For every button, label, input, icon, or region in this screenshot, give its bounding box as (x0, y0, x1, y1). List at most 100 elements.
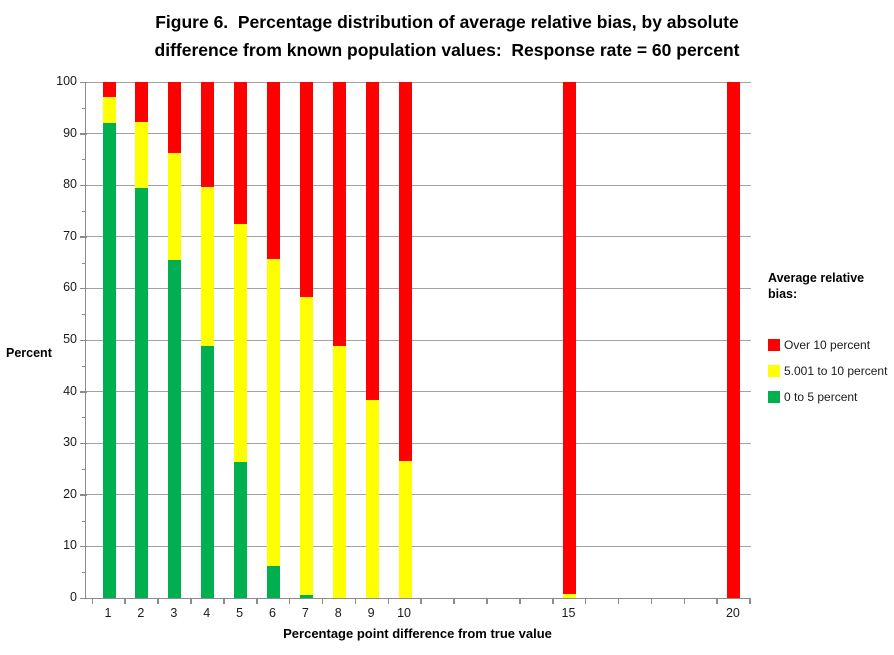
x-tick-label-3: 3 (170, 606, 178, 620)
x-tick (683, 599, 686, 604)
bar-4-segment (201, 82, 215, 188)
x-tick (223, 599, 225, 604)
bar-5-segment (234, 461, 248, 598)
x-tick (190, 599, 192, 604)
bar-1-segment (102, 96, 116, 124)
bar-6-segment (266, 259, 280, 566)
gridline-y-50 (86, 339, 751, 341)
legend-item-label: 0 to 5 percent (784, 390, 858, 404)
x-tick-label-7: 7 (301, 606, 309, 620)
y-tick-minor (82, 520, 86, 522)
y-tick-major (80, 81, 87, 83)
bar-20-segment (727, 82, 741, 598)
gridline-y-20 (86, 494, 751, 496)
x-tick (354, 599, 357, 604)
gridline-y-40 (86, 391, 751, 393)
gridline-y-100 (86, 81, 751, 83)
bar-5-segment (234, 82, 248, 224)
bar-7-segment (299, 594, 313, 598)
y-tick-minor (82, 107, 86, 109)
x-tick-label-6: 6 (268, 606, 276, 620)
plot-area (85, 81, 751, 599)
bar-4-segment (201, 187, 215, 347)
y-tick-major (80, 545, 87, 548)
y-tick-major (80, 184, 87, 187)
x-tick (617, 599, 620, 604)
legend-swatch-icon (768, 365, 780, 377)
y-tick-minor (82, 211, 86, 212)
y-tick-label-90: 90 (63, 125, 77, 140)
bar-6-segment (266, 82, 280, 259)
x-tick (650, 599, 653, 604)
y-tick-label-30: 30 (63, 435, 77, 450)
legend-item: 0 to 5 percent (768, 390, 894, 404)
y-tick-label-20: 20 (63, 486, 77, 501)
y-tick-minor (82, 417, 86, 419)
bar-3-segment (168, 152, 182, 261)
x-tick (749, 599, 751, 604)
y-tick-major (80, 339, 87, 341)
legend-item-label: Over 10 percent (784, 338, 871, 352)
x-tick (420, 599, 422, 604)
y-tick-label-10: 10 (63, 538, 77, 553)
y-tick-label-40: 40 (63, 383, 77, 398)
x-tick (256, 599, 258, 604)
y-tick-label-0: 0 (70, 590, 77, 604)
legend-swatch-icon (768, 339, 780, 351)
y-tick-major (80, 391, 87, 393)
gridline-y-90 (86, 133, 751, 135)
y-tick-minor (82, 365, 86, 367)
x-tick (716, 599, 718, 604)
gridline-y-70 (86, 236, 751, 238)
y-tick-major (80, 287, 87, 290)
y-tick-major (80, 597, 87, 599)
bar-10-segment (398, 461, 412, 598)
gridline-y-80 (86, 184, 751, 186)
legend-item: 5.001 to 10 percent (768, 364, 894, 378)
x-tick-label-15: 15 (561, 606, 576, 620)
bar-7-segment (299, 82, 313, 298)
y-tick-minor (82, 262, 86, 264)
x-tick (584, 599, 587, 604)
x-tick-label-10: 10 (397, 606, 411, 620)
bar-8-segment (332, 82, 346, 346)
legend: Average relative bias: Over 10 percent 5.… (768, 270, 894, 416)
bar-9-segment (365, 82, 379, 400)
bar-15-segment (562, 593, 576, 598)
x-axis-title: Percentage point difference from true va… (283, 626, 552, 641)
x-tick-label-2: 2 (137, 606, 145, 620)
y-tick-minor (82, 314, 86, 316)
y-tick-label-70: 70 (63, 228, 77, 243)
gridline-y-30 (86, 442, 751, 444)
x-tick (321, 599, 324, 604)
x-tick (91, 599, 94, 604)
bar-6-segment (266, 565, 280, 598)
x-tick (453, 599, 455, 604)
bar-10-segment (398, 82, 412, 462)
legend-item: Over 10 percent (768, 338, 894, 352)
y-tick-label-80: 80 (63, 177, 77, 192)
y-tick-label-100: 100 (56, 74, 77, 88)
x-tick (387, 599, 390, 604)
x-tick-label-4: 4 (203, 606, 211, 620)
x-tick (157, 599, 159, 604)
legend-items: Over 10 percent 5.001 to 10 percent 0 to 5… (768, 338, 894, 404)
bar-3-segment (168, 260, 182, 598)
bar-2-segment (135, 187, 149, 598)
chart-title-line-1: Figure 6. Percentage distribution of ave… (155, 12, 739, 32)
bar-1-segment (102, 123, 116, 598)
bar-8-segment (332, 345, 346, 598)
gridline-y-10 (86, 545, 751, 547)
bar-2-segment (135, 122, 149, 188)
x-tick-label-8: 8 (334, 606, 342, 620)
y-axis-title: Percent (6, 346, 52, 360)
x-tick (486, 599, 488, 604)
x-tick (288, 599, 291, 604)
x-tick (552, 599, 554, 604)
legend-item-label: 5.001 to 10 percent (784, 364, 888, 378)
bar-1-segment (102, 82, 116, 97)
bar-7-segment (299, 297, 313, 595)
chart-title-line-2: difference from known population values:… (154, 40, 740, 60)
y-tick-major (80, 236, 87, 238)
